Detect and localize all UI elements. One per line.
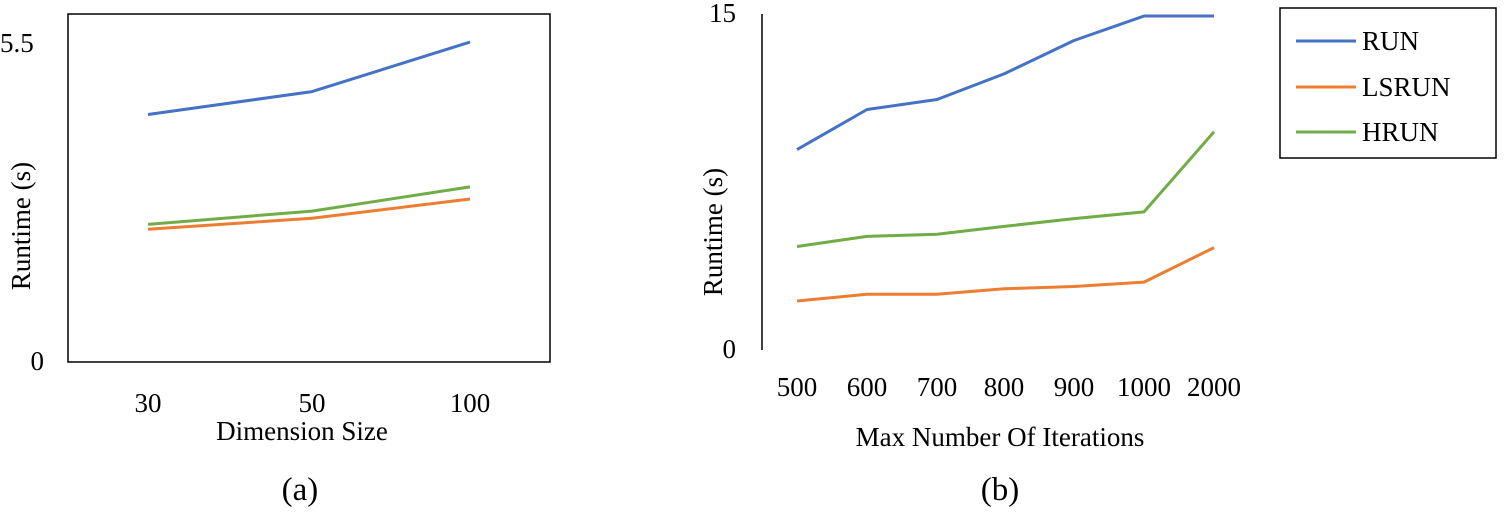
chart-b-line-hrun (796, 130, 1216, 248)
chart-b: 15 0 500 600 700 800 900 1000 2000 Max N… (698, 0, 1497, 508)
chart-a-ytick-min: 0 (31, 346, 45, 376)
chart-b-ytick-min: 0 (723, 334, 737, 364)
chart-b-xlabel: Max Number Of Iterations (856, 422, 1145, 452)
chart-a-xtick-30: 30 (135, 388, 162, 418)
chart-b-xtick-700: 700 (917, 372, 958, 402)
chart-a-xtick-100: 100 (450, 388, 491, 418)
chart-a-ylabel: Runtime (s) (6, 162, 36, 290)
chart-b-xtick-2000: 2000 (1187, 372, 1241, 402)
chart-a-xlabel: Dimension Size (216, 416, 388, 446)
chart-b-caption: (b) (981, 472, 1019, 508)
legend-label-run: RUN (1362, 26, 1419, 56)
chart-b-xtick-1000: 1000 (1117, 372, 1171, 402)
chart-a-caption: (a) (282, 472, 319, 508)
chart-a-xtick-50: 50 (299, 388, 326, 418)
chart-a: 5.5 0 30 50 100 Dimension Size Runtime (… (0, 13, 551, 508)
chart-b-xtick-900: 900 (1054, 372, 1095, 402)
chart-b-ylabel: Runtime (s) (698, 168, 728, 296)
chart-b-line-run (796, 14, 1214, 151)
chart-b-line-lsrun (796, 246, 1215, 303)
chart-b-xtick-600: 600 (847, 372, 888, 402)
chart-b-xtick-500: 500 (777, 372, 818, 402)
chart-b-ytick-max: 15 (709, 0, 736, 28)
chart-a-ytick-max: 5.5 (0, 28, 34, 58)
legend-label-lsrun: LSRUN (1362, 72, 1451, 102)
chart-b-xtick-800: 800 (984, 372, 1025, 402)
legend-label-hrun: HRUN (1362, 117, 1439, 147)
chart-a-frame (67, 13, 551, 363)
chart-b-legend: RUN LSRUN HRUN (1279, 7, 1497, 159)
chart-a-series (147, 40, 471, 231)
chart-b-series (796, 14, 1216, 303)
